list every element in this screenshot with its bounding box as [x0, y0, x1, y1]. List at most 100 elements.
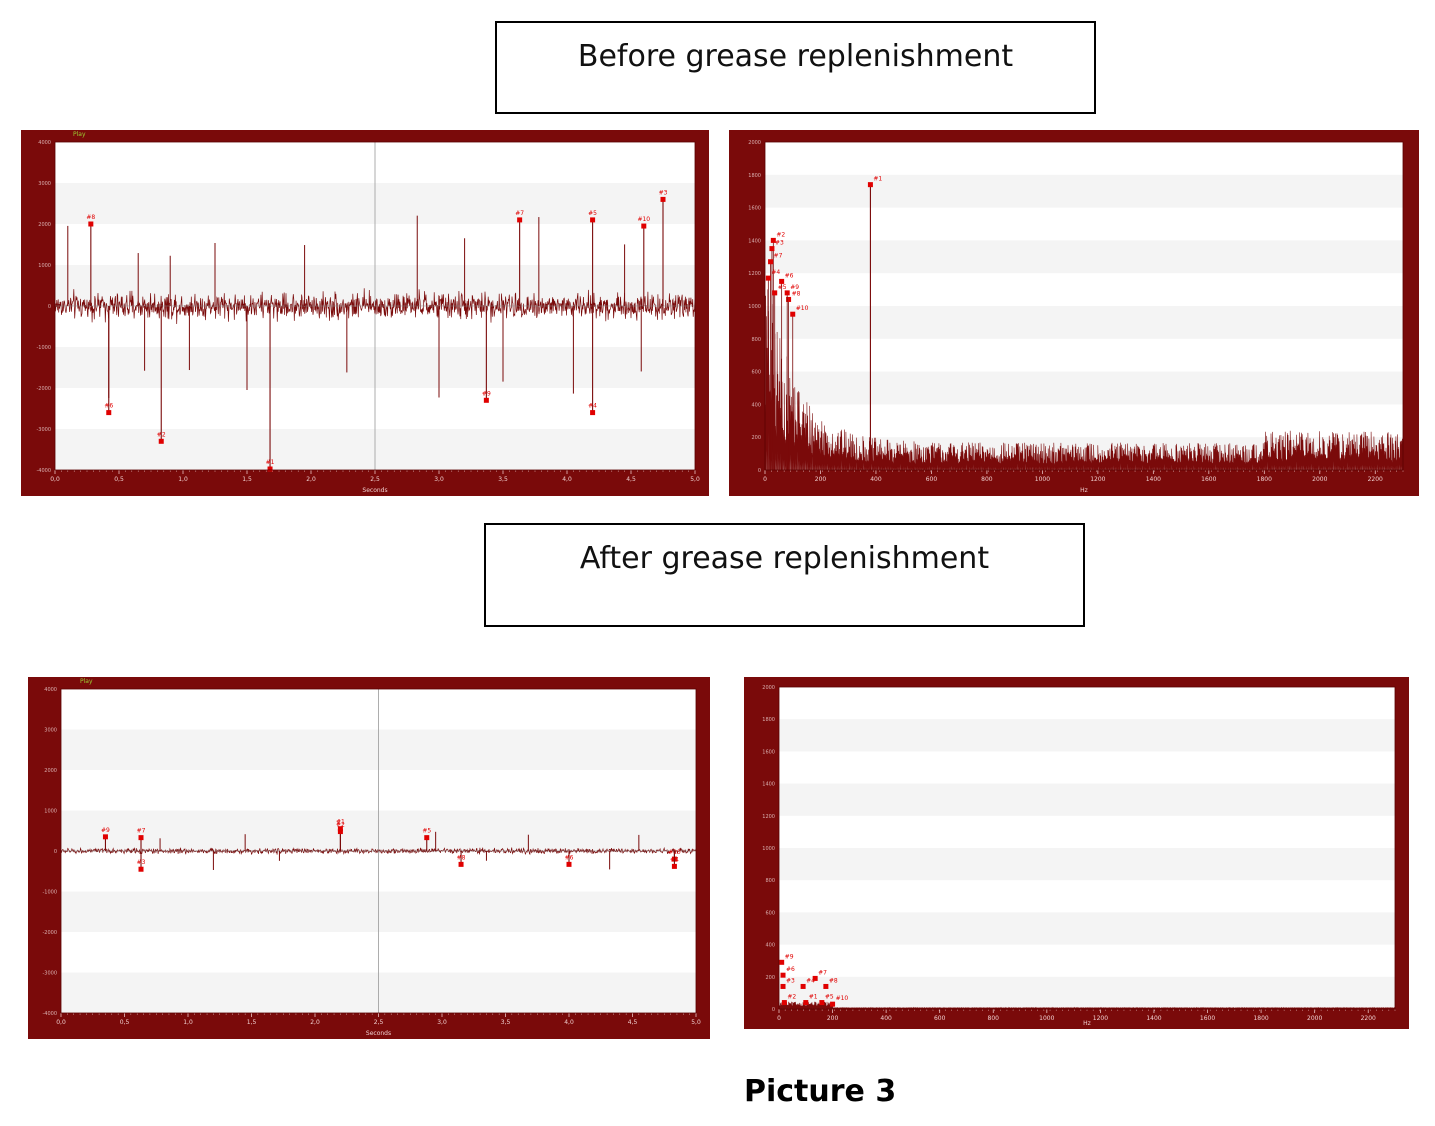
peak-marker [590, 217, 596, 223]
peak-marker [779, 278, 785, 284]
after-header-box: After grease replenishment [484, 523, 1085, 627]
x-tick-label: 0,0 [50, 476, 60, 483]
x-tick-label: 4,5 [626, 476, 636, 483]
after-spectrum-chart: 2000 1800 1600 1400 1200 1000 800 600 400 200 0 0 20… [744, 677, 1409, 1029]
y-tick-label: 2000 [38, 222, 51, 228]
peak-marker [819, 1000, 825, 1006]
peak-marker [768, 259, 774, 265]
x-tick-label: 3,0 [437, 1019, 447, 1026]
peak-marker [671, 863, 677, 869]
x-tick-label: 4,0 [562, 476, 572, 483]
peak-marker-label: #1 [336, 819, 345, 826]
peak-marker-label: #6 [786, 966, 795, 973]
peak-marker-label: #9 [482, 390, 491, 397]
y-tick-label: 200 [751, 435, 761, 441]
peak-marker-label: #4 [670, 856, 679, 863]
x-tick-label: 1200 [1093, 1015, 1108, 1022]
grid-band [779, 719, 1395, 752]
x-tick-label: 2,0 [306, 476, 316, 483]
y-tick-label: 1400 [748, 238, 761, 244]
y-tick-label: 3000 [44, 728, 57, 734]
y-tick-label: 1800 [762, 717, 775, 723]
x-tick-label: 1,5 [247, 1019, 257, 1026]
peak-marker [267, 466, 273, 472]
peak-marker-label: #7 [774, 253, 783, 260]
peak-marker [138, 866, 144, 872]
y-tick-label: 2000 [44, 768, 57, 774]
x-tick-label: 800 [981, 476, 993, 483]
x-tick-label: 1800 [1257, 476, 1272, 483]
spectrum-trace [764, 289, 1404, 471]
after-header-text: After grease replenishment [579, 541, 990, 576]
peak-marker [867, 182, 873, 188]
y-tick-label: 1000 [44, 809, 57, 815]
x-tick-label: 0,5 [114, 476, 124, 483]
peak-marker-label: #7 [818, 969, 827, 976]
x-tick-label: 0,0 [56, 1019, 66, 1026]
y-tick-label: -4000 [36, 468, 51, 474]
y-tick-label: 0 [54, 849, 57, 855]
before-header-box: Before grease replenishment [495, 21, 1096, 114]
peak-marker-label: #6 [104, 403, 113, 410]
x-tick-label: 600 [934, 1015, 946, 1022]
peak-marker [786, 296, 792, 302]
peak-marker [138, 835, 144, 841]
peak-marker [769, 246, 775, 252]
x-tick-label: 400 [880, 1015, 892, 1022]
peak-marker-label: #8 [457, 854, 466, 861]
grid-band [765, 174, 1403, 208]
peak-marker [780, 972, 786, 978]
peak-marker-label: #2 [336, 822, 345, 829]
x-axis-label: Hz [1083, 1020, 1091, 1027]
y-tick-label: -1000 [42, 890, 57, 896]
y-tick-label: 1000 [748, 304, 761, 310]
peak-marker-label: #5 [825, 994, 834, 1001]
peak-marker-label: #1 [266, 459, 275, 466]
y-tick-label: -2000 [36, 386, 51, 392]
x-tick-label: 1600 [1201, 476, 1216, 483]
peak-marker-label: #6 [565, 854, 574, 861]
grid-band [779, 912, 1395, 945]
plot-border [54, 141, 696, 471]
after-time-chart: 4000 3000 2000 1000 0 -1000 -2000 -3000 -4000 0,0… [28, 677, 710, 1039]
x-tick-label: 0,5 [120, 1019, 130, 1026]
plot-border [60, 688, 697, 1014]
peak-marker [88, 221, 94, 227]
peak-marker-label: #1 [809, 994, 818, 1001]
x-tick-label: 1,0 [183, 1019, 193, 1026]
x-tick-label: 2,0 [310, 1019, 320, 1026]
peak-marker [830, 1001, 836, 1007]
peak-marker [803, 1000, 809, 1006]
y-tick-label: 2000 [748, 140, 761, 146]
y-tick-label: 1800 [748, 173, 761, 179]
peak-marker [660, 196, 666, 202]
x-tick-label: 0 [763, 476, 767, 483]
peak-marker [772, 290, 778, 296]
peak-marker [566, 861, 572, 867]
x-tick-label: 5,0 [691, 1019, 701, 1026]
peak-marker-label: #9 [101, 827, 110, 834]
peak-marker [812, 975, 818, 981]
grid-band [779, 783, 1395, 816]
grid-band [765, 371, 1403, 405]
peak-marker [458, 861, 464, 867]
peak-marker-label: #9 [790, 284, 799, 291]
peak-marker-label: #10 [796, 305, 809, 312]
x-tick-label: 3,0 [434, 476, 444, 483]
x-tick-label: 1000 [1035, 476, 1050, 483]
peak-marker [517, 217, 523, 223]
y-tick-label: 800 [765, 878, 775, 884]
y-tick-label: 600 [751, 370, 761, 376]
play-label: Play [73, 131, 86, 138]
grid-band [765, 306, 1403, 339]
x-axis-label: Seconds [366, 1030, 391, 1037]
peak-marker-label: #8 [792, 290, 801, 297]
before-time-chart: 4000 3000 2000 1000 0 -1000 -2000 -3000 -4000 0,0… [21, 130, 709, 496]
peak-marker-label: #7 [137, 828, 146, 835]
peak-marker [102, 834, 108, 840]
peak-marker-label: #2 [776, 231, 785, 238]
peak-marker [641, 223, 647, 229]
y-tick-label: -1000 [36, 345, 51, 351]
grid-band [765, 240, 1403, 274]
x-tick-label: 200 [815, 476, 827, 483]
